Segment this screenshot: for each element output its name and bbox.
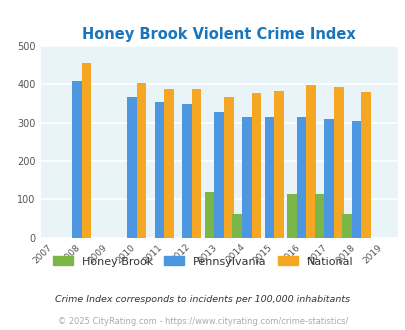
Bar	[136, 82, 146, 238]
Bar	[264, 117, 273, 238]
Bar	[360, 92, 370, 238]
Bar	[154, 103, 164, 238]
Bar	[191, 89, 201, 238]
Bar	[241, 117, 251, 238]
Bar	[204, 192, 214, 238]
Bar	[224, 97, 233, 238]
Legend: Honey Brook, Pennsylvania, National: Honey Brook, Pennsylvania, National	[53, 256, 352, 267]
Bar	[82, 63, 91, 238]
Text: Crime Index corresponds to incidents per 100,000 inhabitants: Crime Index corresponds to incidents per…	[55, 295, 350, 304]
Bar	[351, 121, 360, 238]
Text: © 2025 CityRating.com - https://www.cityrating.com/crime-statistics/: © 2025 CityRating.com - https://www.city…	[58, 317, 347, 326]
Bar	[164, 89, 173, 238]
Bar	[127, 97, 136, 238]
Bar	[273, 91, 283, 238]
Bar	[182, 104, 191, 238]
Bar	[341, 214, 351, 238]
Bar	[306, 85, 315, 238]
Bar	[287, 194, 296, 238]
Bar	[314, 194, 324, 238]
Bar	[296, 117, 306, 238]
Bar	[72, 82, 82, 238]
Bar	[232, 214, 241, 238]
Title: Honey Brook Violent Crime Index: Honey Brook Violent Crime Index	[82, 27, 355, 42]
Bar	[324, 118, 333, 238]
Bar	[333, 87, 343, 238]
Bar	[214, 112, 224, 238]
Bar	[251, 93, 260, 238]
